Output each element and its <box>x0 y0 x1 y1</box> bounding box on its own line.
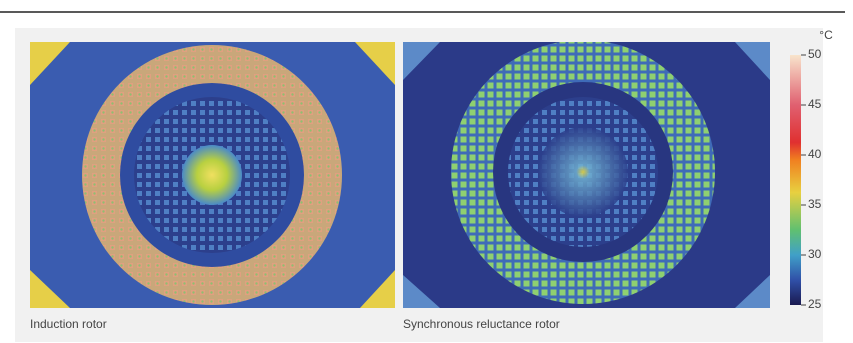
caption: Synchronous reluctance rotor <box>403 317 560 331</box>
colorbar <box>790 55 801 305</box>
tick-label: 50 <box>808 47 822 61</box>
figure: Induction rotor Synchronous reluctance r… <box>0 0 853 343</box>
colorbar-unit: °C <box>819 28 833 42</box>
thermal-image-induction <box>30 42 395 308</box>
caption: Induction rotor <box>30 317 107 331</box>
tick-label: 30 <box>808 247 822 261</box>
tick-label: 40 <box>808 147 822 161</box>
tick-label: 35 <box>808 197 822 211</box>
thermal-image-synchronous <box>403 40 770 308</box>
tick-label: 25 <box>808 297 822 311</box>
tick-label: 45 <box>808 97 822 111</box>
